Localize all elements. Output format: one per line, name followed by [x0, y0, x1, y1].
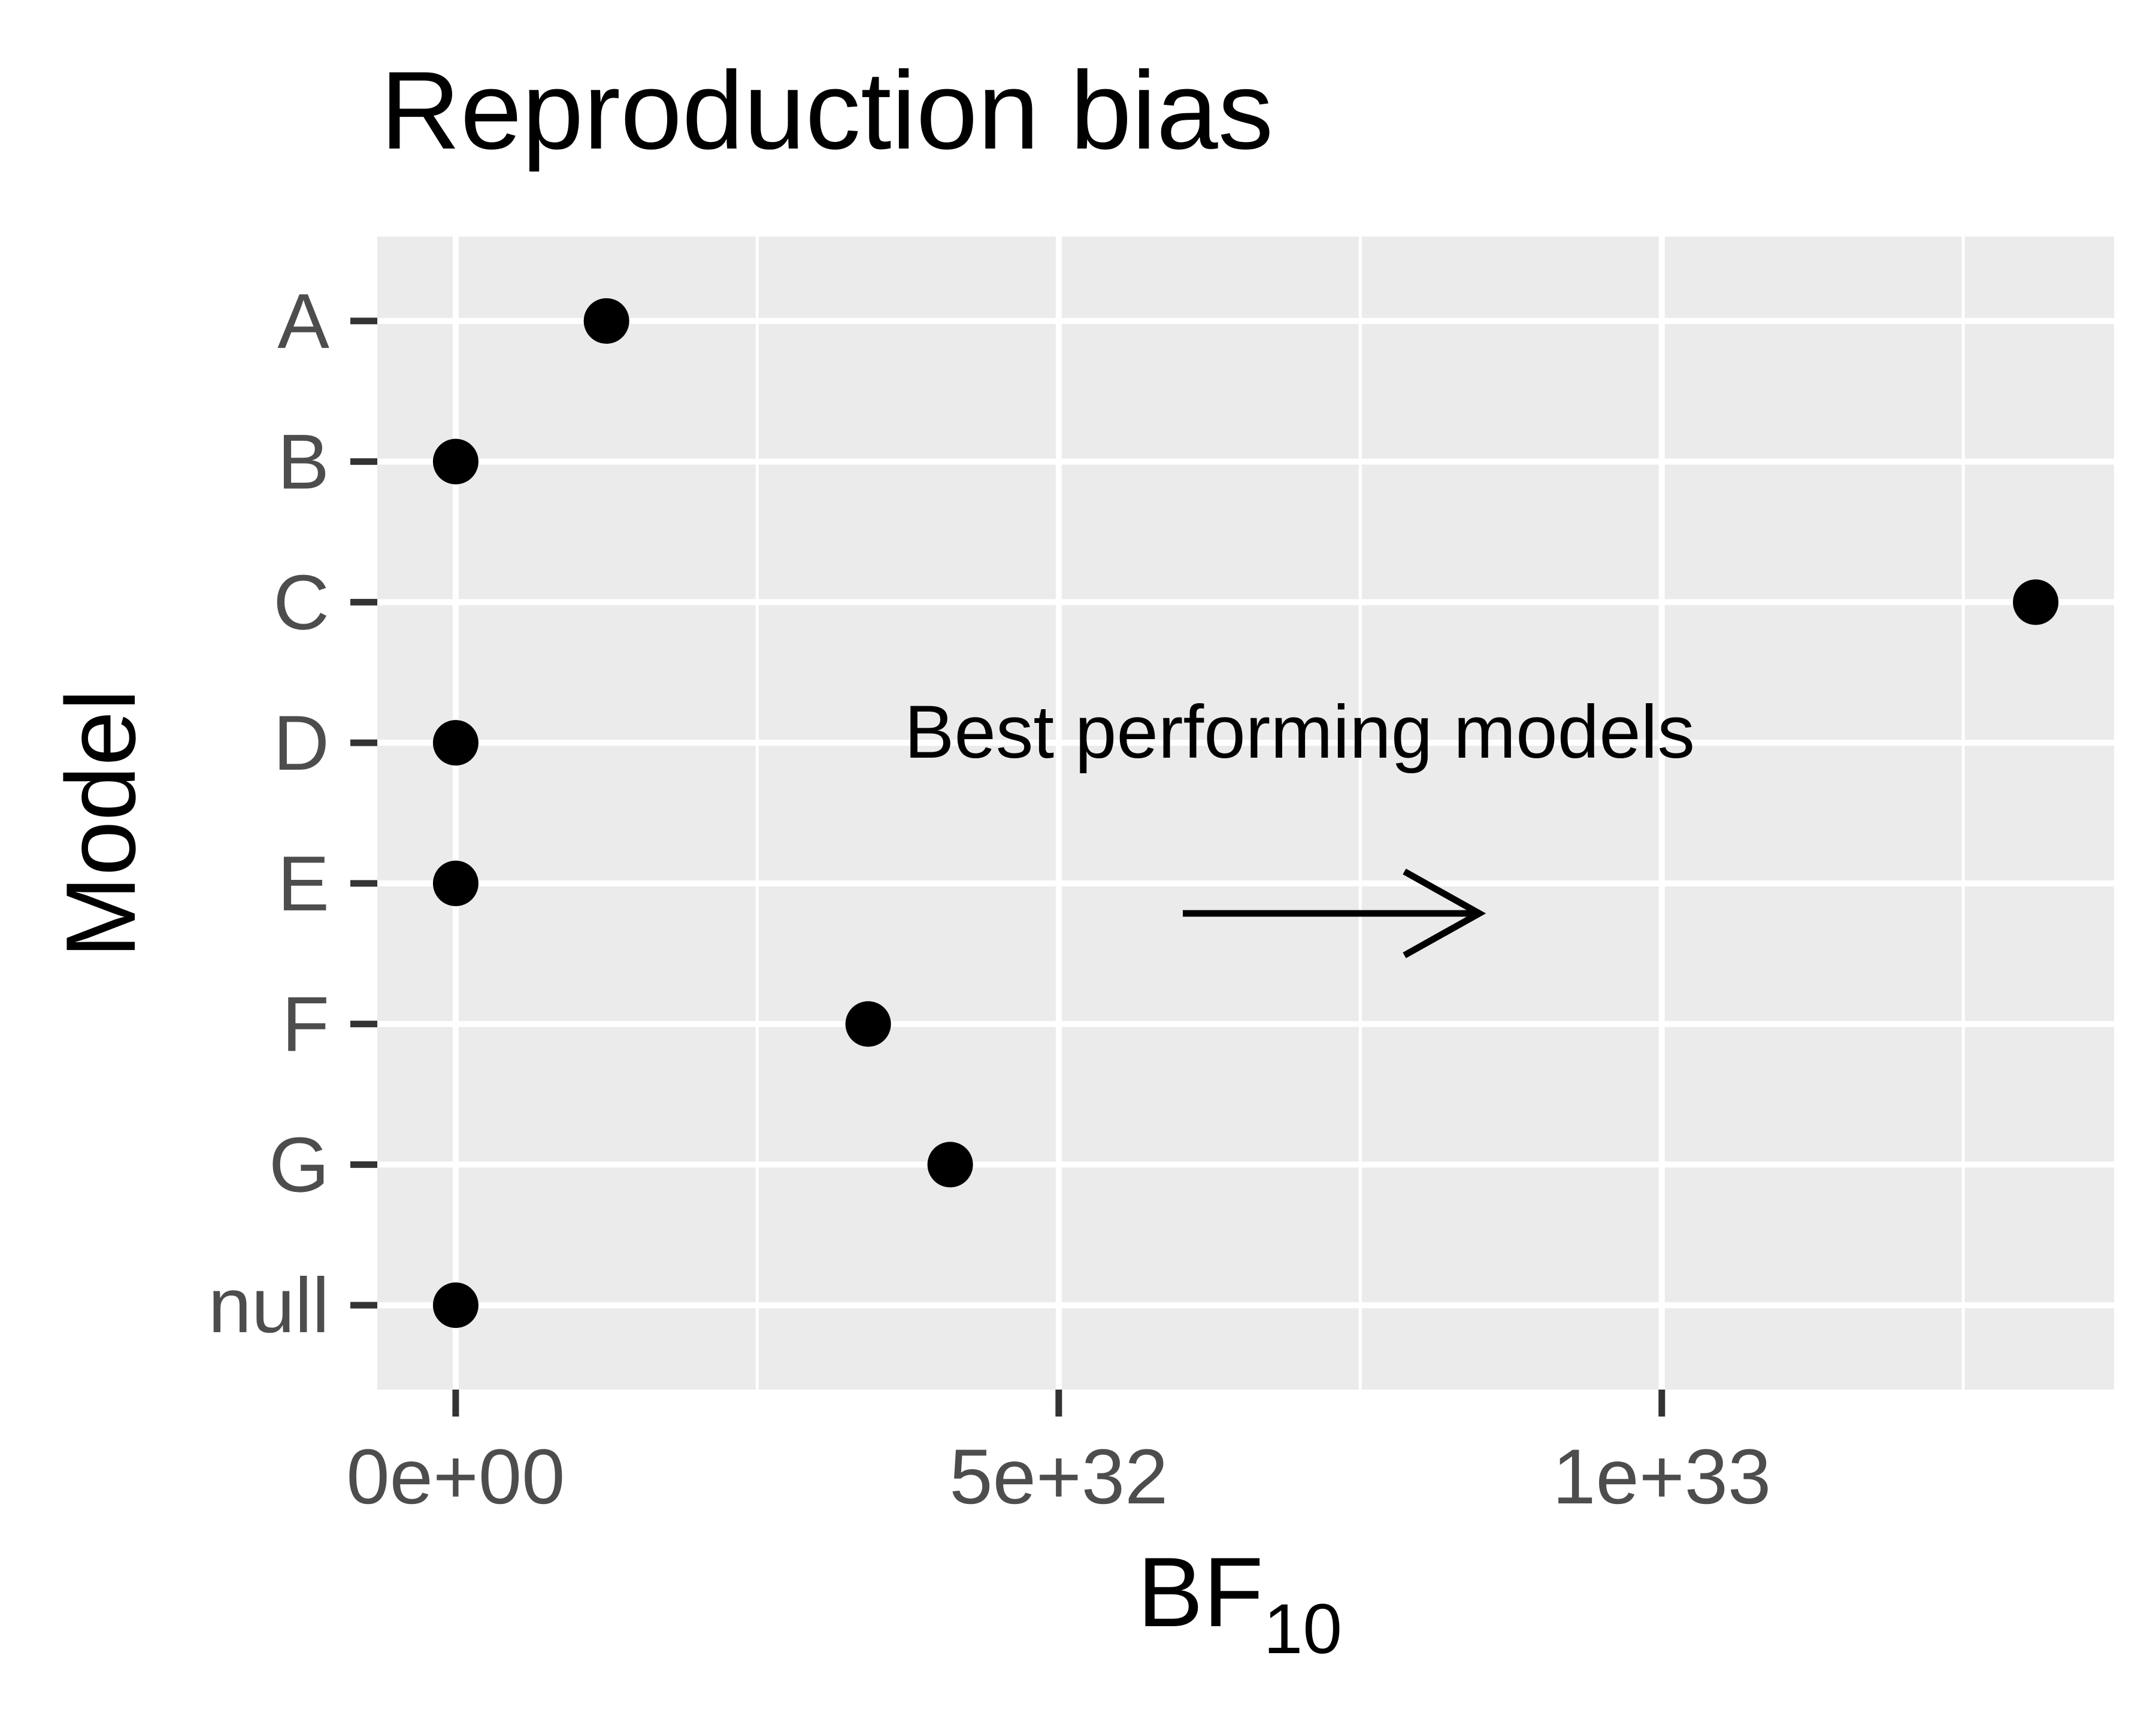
y-axis-title: Model [46, 689, 156, 958]
x-axis-title: BF10 [1137, 1537, 1342, 1669]
x-tick-label: 0e+00 [346, 1433, 565, 1520]
x-axis-title-main: BF [1137, 1537, 1264, 1647]
y-tick-label: null [208, 1261, 329, 1349]
y-tick-label: B [277, 418, 329, 506]
annotation-text: Best performing models [904, 691, 1695, 774]
chart-title: Reproduction bias [380, 49, 1273, 172]
data-point-B [432, 438, 479, 485]
x-tick-label: 5e+32 [949, 1433, 1168, 1520]
data-point-D [432, 720, 479, 766]
grid-minor [755, 237, 1965, 1390]
data-points [432, 298, 2059, 1328]
data-point-null [432, 1282, 479, 1328]
data-point-C [2013, 579, 2059, 625]
y-tick-label: G [269, 1121, 329, 1208]
y-tick-label: A [277, 277, 329, 365]
y-tick-label: D [273, 699, 329, 786]
plot-panel [377, 237, 2114, 1390]
grid-major [377, 237, 2114, 1390]
y-tick-label: F [282, 980, 329, 1068]
data-point-G [927, 1142, 973, 1188]
y-tick-label: E [277, 840, 329, 927]
annotation-arrow-icon [1183, 868, 1486, 958]
data-point-E [432, 860, 479, 906]
x-axis-title-subscript: 10 [1264, 1590, 1342, 1669]
x-tick-label: 1e+33 [1552, 1433, 1771, 1520]
x-axis: 0e+00 5e+32 1e+33 [346, 1390, 1771, 1520]
data-point-A [583, 298, 629, 344]
y-tick-label: C [273, 558, 329, 646]
data-point-F [845, 1001, 891, 1047]
